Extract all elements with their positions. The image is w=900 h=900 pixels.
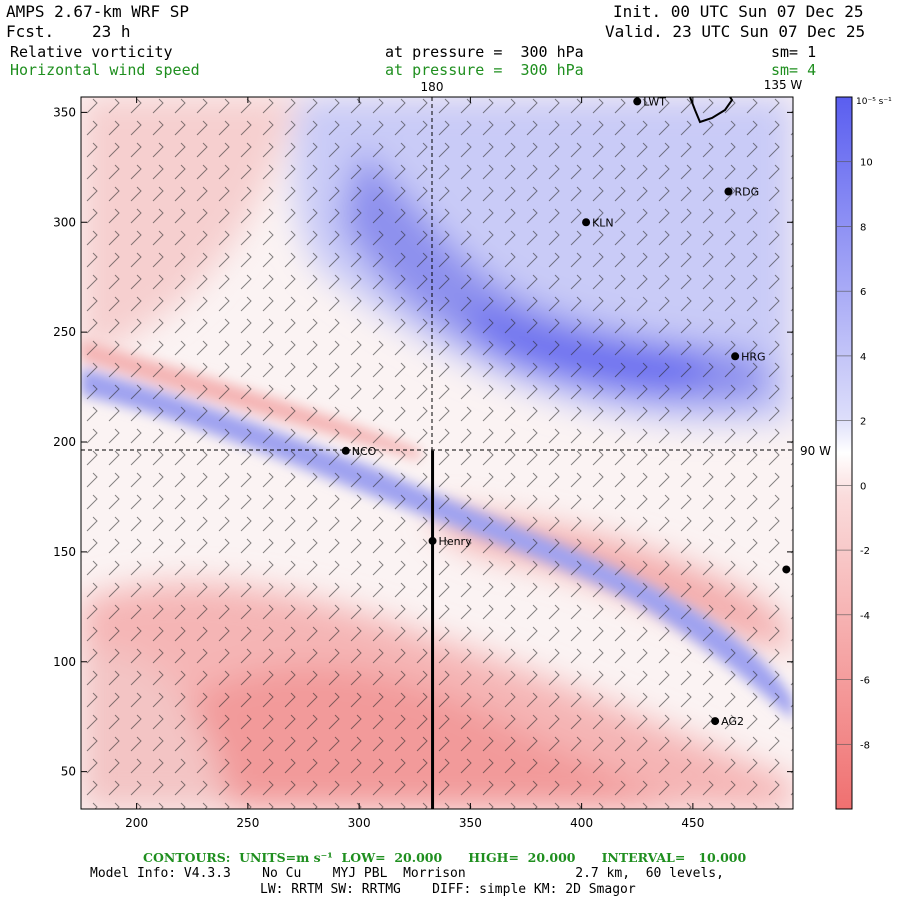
colorbar-tick-label: 4 — [860, 352, 866, 363]
x-axis: 200 250 300 350 400 450 — [125, 97, 704, 830]
station-label: RDG — [734, 185, 759, 198]
colorbar-tick-label: 2 — [860, 417, 866, 428]
field1-name: Relative vorticity — [10, 43, 173, 61]
x-tick-label: 350 — [459, 816, 482, 830]
station-dot — [428, 536, 437, 545]
forecast-label: Fcst. — [6, 22, 55, 41]
y-tick-label: 250 — [53, 325, 76, 339]
y-axis: 50 100 150 200 250 300 350 — [53, 105, 793, 779]
y-tick-label: 100 — [53, 655, 76, 669]
init-time: Init. 00 UTC Sun 07 Dec 25 — [613, 2, 864, 21]
station-label: Henry — [439, 535, 473, 548]
station-label: HRG — [741, 350, 765, 363]
colorbar — [835, 96, 853, 810]
physics-info: LW: RRTM SW: RRTMG DIFF: simple KM: 2D S… — [260, 882, 636, 897]
station-dot — [711, 717, 720, 726]
colorbar-tick-label: 0 — [860, 481, 866, 492]
station-dot — [724, 187, 733, 196]
x-tick-label: 200 — [125, 816, 148, 830]
colorbar-tick-label: -2 — [860, 546, 870, 557]
station-dot — [731, 352, 740, 361]
colorbar-tick-label: 10 — [860, 158, 873, 169]
colorbar-tick-label: 8 — [860, 222, 866, 233]
y-tick-label: 300 — [53, 215, 76, 229]
y-tick-label: 50 — [61, 765, 76, 779]
field2-smoothing: sm= 4 — [771, 61, 817, 79]
station-markers: LWT RDG KLN HRG NCO Henry AG2 — [341, 95, 791, 728]
station-label: LWT — [643, 95, 666, 108]
station-label: NCO — [352, 445, 377, 458]
station-dot — [633, 97, 642, 106]
station-label: AG2 — [721, 715, 744, 728]
x-tick-label: 250 — [236, 816, 259, 830]
station-dot — [341, 446, 350, 455]
meridian-label-135w: 135 W — [764, 78, 803, 92]
station-dot — [582, 218, 591, 227]
y-tick-label: 150 — [53, 545, 76, 559]
field2-name: Horizontal wind speed — [10, 61, 200, 79]
valid-time: Valid. 23 UTC Sun 07 Dec 25 — [605, 22, 866, 41]
y-tick-label: 350 — [53, 105, 76, 119]
colorbar-tick-label: -8 — [860, 740, 870, 751]
field1-level: at pressure = 300 hPa — [385, 43, 584, 61]
model-info: Model Info: V4.3.3 No Cu MYJ PBL Morriso… — [90, 866, 724, 881]
x-tick-label: 450 — [681, 816, 704, 830]
y-tick-label: 200 — [53, 435, 76, 449]
model-title: AMPS 2.67-km WRF SP — [6, 2, 190, 21]
x-tick-label: 400 — [570, 816, 593, 830]
parallel-label-90w: 90 W — [800, 444, 831, 458]
colorbar-tick-label: -4 — [860, 611, 870, 622]
vorticity-field — [81, 97, 793, 809]
forecast-hour: 23 h — [92, 22, 131, 41]
contours-info: CONTOURS: UNITS=m s⁻¹ LOW= 20.000 HIGH= … — [143, 850, 747, 865]
colorbar-tick-label: 6 — [860, 287, 866, 298]
colorbar-ticks: 10 8 6 4 2 0 -2 -4 -6 -8 — [836, 158, 873, 751]
meridian-label-180: 180 — [421, 80, 444, 94]
field1-smoothing: sm= 1 — [771, 43, 817, 61]
station-label: KLN — [592, 216, 614, 229]
station-dot — [782, 565, 791, 574]
colorbar-unit: 10⁻⁵ s⁻¹ — [856, 97, 892, 107]
x-tick-label: 300 — [348, 816, 371, 830]
field2-level: at pressure = 300 hPa — [385, 61, 584, 79]
colorbar-tick-label: -6 — [860, 676, 870, 687]
